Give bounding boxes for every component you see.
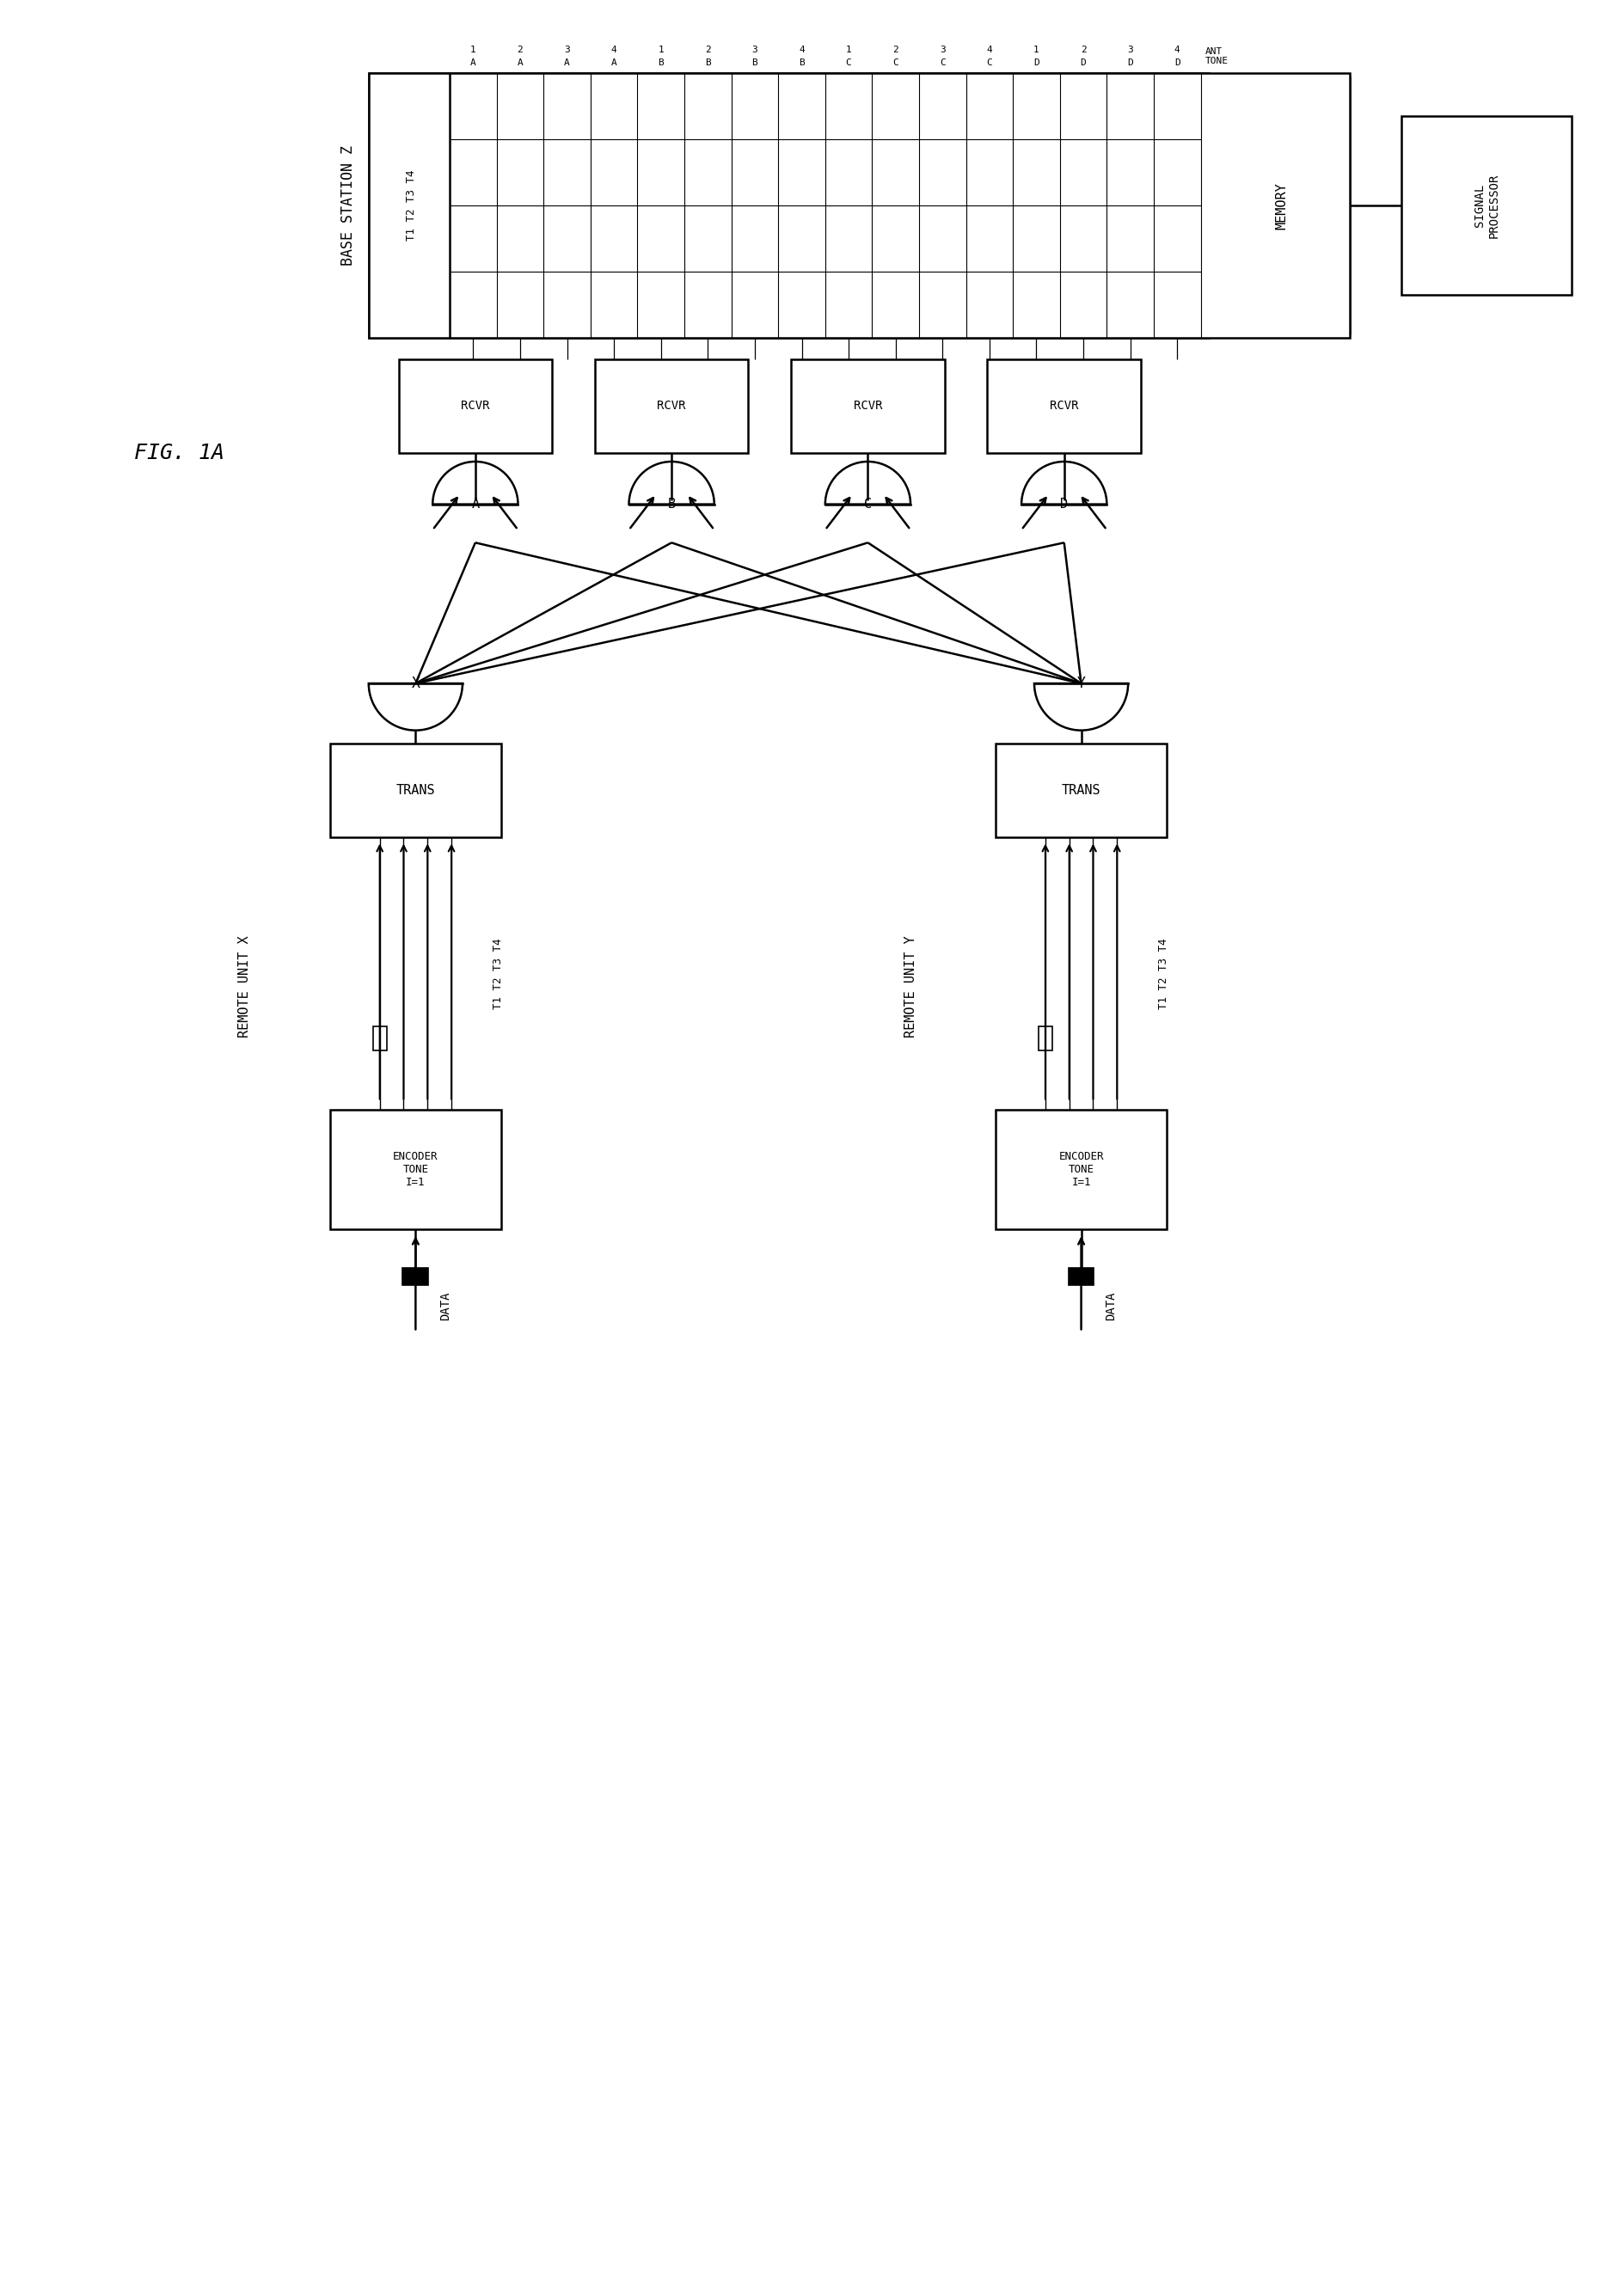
Text: 1: 1 xyxy=(846,46,851,53)
Text: X: X xyxy=(411,675,419,691)
Text: ENCODER
TONE
I=1: ENCODER TONE I=1 xyxy=(1058,1150,1103,1189)
Wedge shape xyxy=(1034,684,1127,730)
Bar xyxy=(1015,207,1058,271)
Text: D: D xyxy=(1127,60,1134,67)
Text: D: D xyxy=(1081,60,1086,67)
Text: B: B xyxy=(798,60,805,67)
Wedge shape xyxy=(1021,461,1107,505)
Text: 3: 3 xyxy=(752,46,758,53)
Text: T1 T2 T3 T4: T1 T2 T3 T4 xyxy=(493,939,504,1008)
Text: RCVR: RCVR xyxy=(853,400,882,413)
Text: BASE STATION Z: BASE STATION Z xyxy=(340,145,357,266)
Text: A: A xyxy=(471,60,475,67)
Text: A: A xyxy=(610,60,617,67)
Bar xyxy=(641,209,683,269)
Text: 1: 1 xyxy=(658,46,663,53)
Text: TRANS: TRANS xyxy=(397,783,435,797)
Bar xyxy=(403,1267,429,1286)
Text: 4: 4 xyxy=(986,46,993,53)
Text: TRANS: TRANS xyxy=(1062,783,1100,797)
Text: C: C xyxy=(940,60,946,67)
Text: DATA: DATA xyxy=(1105,1293,1118,1320)
Text: 3: 3 xyxy=(564,46,570,53)
Text: B: B xyxy=(658,60,663,67)
Bar xyxy=(988,358,1140,452)
Text: REMOTE UNIT Y: REMOTE UNIT Y xyxy=(904,934,917,1038)
Bar xyxy=(373,1026,387,1049)
Text: RCVR: RCVR xyxy=(1050,400,1079,413)
Text: MEMORY: MEMORY xyxy=(1275,181,1288,230)
Bar xyxy=(1214,78,1351,333)
Text: C: C xyxy=(864,498,872,510)
Text: C: C xyxy=(893,60,898,67)
Wedge shape xyxy=(825,461,911,505)
Bar xyxy=(686,142,729,204)
Wedge shape xyxy=(630,461,715,505)
Bar xyxy=(827,76,870,138)
Bar xyxy=(996,1109,1166,1228)
Text: ANT
TONE: ANT TONE xyxy=(1204,46,1229,67)
Text: Y: Y xyxy=(1078,675,1086,691)
Text: ENCODER
TONE
I=1: ENCODER TONE I=1 xyxy=(393,1150,438,1189)
Text: 1: 1 xyxy=(1034,46,1039,53)
Text: 2: 2 xyxy=(517,46,524,53)
Text: 3: 3 xyxy=(1127,46,1134,53)
Text: RCVR: RCVR xyxy=(461,400,490,413)
Text: 2: 2 xyxy=(893,46,898,53)
Text: 4: 4 xyxy=(610,46,617,53)
Bar xyxy=(922,273,964,335)
Bar xyxy=(451,76,495,138)
Text: D: D xyxy=(1034,60,1039,67)
Text: T1 T2 T3 T4: T1 T2 T3 T4 xyxy=(406,170,418,241)
Text: DATA: DATA xyxy=(440,1293,451,1320)
Wedge shape xyxy=(369,684,463,730)
Text: T1 T2 T3 T4: T1 T2 T3 T4 xyxy=(1158,939,1169,1008)
Text: 3: 3 xyxy=(940,46,946,53)
Text: REMOTE UNIT X: REMOTE UNIT X xyxy=(238,934,252,1038)
Text: B: B xyxy=(668,498,676,510)
Text: B: B xyxy=(705,60,711,67)
Text: A: A xyxy=(517,60,524,67)
Text: FIG. 1A: FIG. 1A xyxy=(133,443,225,464)
Bar xyxy=(331,1109,501,1228)
Text: RCVR: RCVR xyxy=(657,400,686,413)
Bar xyxy=(369,73,1351,338)
Bar xyxy=(499,273,541,335)
Text: C: C xyxy=(846,60,851,67)
Bar xyxy=(996,744,1166,838)
Text: 2: 2 xyxy=(705,46,711,53)
Bar xyxy=(331,744,501,838)
Text: 4: 4 xyxy=(1174,46,1180,53)
Text: 1: 1 xyxy=(471,46,475,53)
Wedge shape xyxy=(432,461,519,505)
Bar xyxy=(594,358,748,452)
Text: A: A xyxy=(472,498,479,510)
Text: D: D xyxy=(1174,60,1180,67)
Bar xyxy=(1039,1026,1052,1049)
Text: SIGNAL
PROCESSOR: SIGNAL PROCESSOR xyxy=(1474,172,1500,239)
Text: B: B xyxy=(752,60,758,67)
Text: 4: 4 xyxy=(798,46,805,53)
Bar xyxy=(398,358,552,452)
Text: C: C xyxy=(986,60,993,67)
Bar xyxy=(369,73,1209,338)
Text: 2: 2 xyxy=(1081,46,1086,53)
Bar xyxy=(792,358,944,452)
Text: A: A xyxy=(564,60,570,67)
Bar xyxy=(1068,1267,1094,1286)
Bar xyxy=(1400,117,1572,296)
Text: D: D xyxy=(1060,498,1068,510)
